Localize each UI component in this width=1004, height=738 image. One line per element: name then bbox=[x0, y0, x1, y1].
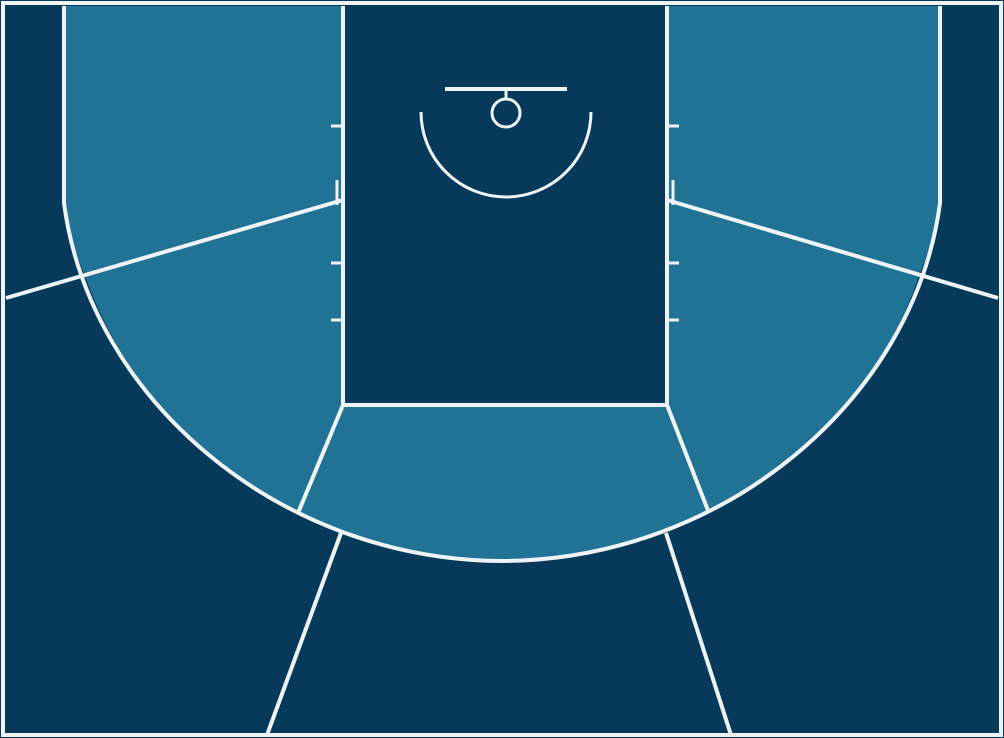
right-deep-divider-line bbox=[664, 532, 733, 736]
left-baseline-midrange-zone[interactable] bbox=[64, 6, 343, 276]
paint-zone[interactable] bbox=[343, 6, 667, 405]
left-baseline-divider-line bbox=[5, 198, 344, 300]
right-baseline-midrange-zone[interactable] bbox=[667, 6, 940, 273]
left-wing-midrange-zone[interactable] bbox=[85, 200, 343, 513]
right-key-divider-line bbox=[665, 404, 711, 514]
left-deep-divider-line bbox=[265, 532, 343, 736]
left-key-divider-line bbox=[296, 404, 345, 514]
restricted-area-arc bbox=[419, 111, 593, 199]
three-point-line bbox=[62, 6, 942, 564]
right-wing-midrange-zone[interactable] bbox=[667, 200, 920, 513]
lane-hash-marks bbox=[331, 124, 679, 322]
right-baseline-divider-line bbox=[666, 198, 999, 300]
rim-circle bbox=[490, 97, 522, 129]
top-key-midrange-zone[interactable] bbox=[298, 405, 709, 561]
